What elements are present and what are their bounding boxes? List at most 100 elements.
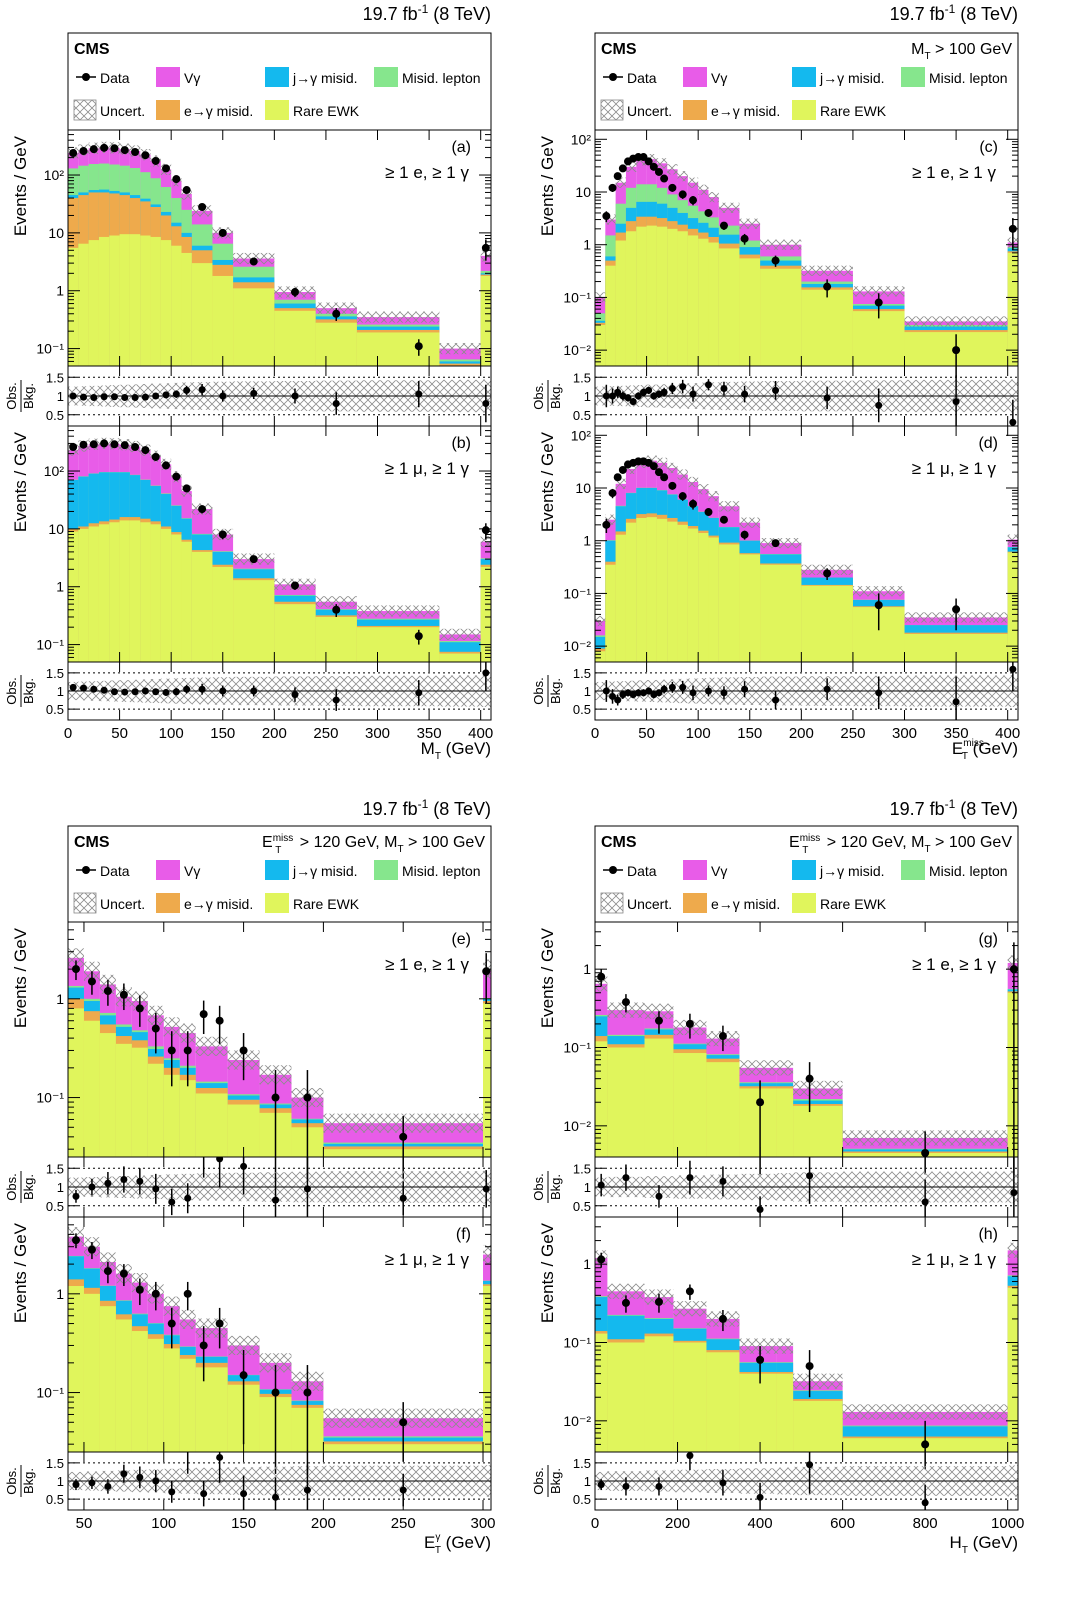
ratio-pad: 0.5 1 1.5 Obs. Bkg. <box>531 661 1019 721</box>
x-tick-label: 600 <box>830 1515 855 1532</box>
ratio-point <box>622 1482 630 1490</box>
uncert-band <box>776 1060 794 1076</box>
bar-rare <box>439 653 481 662</box>
data-point <box>608 183 617 192</box>
y-axis-label: Events / GeV <box>538 1222 557 1323</box>
lumi-label: 19.7 fb-1 (8 TeV) <box>890 2 1018 24</box>
data-point <box>952 605 961 614</box>
uncert-band <box>708 491 719 502</box>
ratio-point <box>655 1482 663 1490</box>
ratio-point <box>622 1174 630 1182</box>
ratio-point <box>90 394 98 401</box>
panel-f: 10⁻¹ 1 Events / GeV (f) ≥ 1 μ, ≥ 1 γ 0.5 1 1.5 O… <box>4 1216 492 1511</box>
data-point <box>874 601 883 610</box>
ratio-point <box>741 685 749 693</box>
ratio-point <box>79 684 87 692</box>
uncert-band <box>718 501 740 512</box>
bar-rare <box>212 275 234 366</box>
uncert-band <box>739 1060 777 1076</box>
ratio-tick-label: 1 <box>57 1180 64 1195</box>
uncert-band <box>904 316 1008 327</box>
lumi-label: 19.7 fb-1 (8 TeV) <box>363 797 491 819</box>
ratio-point <box>152 1477 160 1485</box>
y-tick-label: 10⁻² <box>563 638 591 654</box>
x-axis-label: Eγ T (GeV) <box>424 1532 491 1556</box>
ratio-point <box>645 687 653 695</box>
y-tick-label: 1 <box>583 1256 591 1272</box>
uncert-band <box>315 596 357 608</box>
data-point <box>110 144 119 153</box>
uncert-band <box>439 628 481 641</box>
legend-jgamma-swatch <box>265 860 289 880</box>
bar-rare <box>83 1020 100 1157</box>
ratio-point <box>720 385 728 392</box>
legend-egamma-label: e→γ misid. <box>711 896 780 912</box>
data-point <box>678 492 687 501</box>
data-point <box>120 441 129 450</box>
ratio-tick-label: 0.5 <box>46 1492 64 1507</box>
ratio-point <box>250 687 258 695</box>
bar-rare <box>615 534 626 662</box>
ratio-label-top: Obs. <box>531 1173 546 1200</box>
bar-rare <box>129 520 141 662</box>
data-point <box>172 472 181 481</box>
data-point <box>644 157 653 166</box>
ratio-point <box>415 390 423 398</box>
uncert-band <box>195 1036 228 1056</box>
y-tick-label: 10² <box>571 427 592 443</box>
ratio-point <box>415 689 423 697</box>
bar-rare <box>115 1319 132 1452</box>
ratio-label-bottom: Bkg. <box>21 383 36 409</box>
bar-rare <box>607 1342 645 1452</box>
ratio-point <box>806 1461 814 1469</box>
bar-rare <box>160 240 172 366</box>
data-point <box>482 967 491 976</box>
uncert-band <box>356 311 440 323</box>
legend-lepton-label: Misid. lepton <box>402 863 481 879</box>
ratio-point <box>629 398 637 406</box>
channel-label: ≥ 1 e, ≥ 1 γ <box>912 955 996 974</box>
x-tick-label: 100 <box>151 1515 176 1532</box>
ratio-point <box>216 1453 224 1461</box>
ratio-label-bottom: Bkg. <box>21 1174 36 1200</box>
bar-rare <box>483 1286 491 1452</box>
ratio-point <box>104 1482 112 1490</box>
data-point <box>215 1016 224 1025</box>
x-axis-label: HT (GeV) <box>950 1533 1018 1556</box>
y-tick-label: 1 <box>56 1286 64 1302</box>
legend-rare-swatch <box>792 893 816 913</box>
y-tick-label: 10² <box>571 131 592 147</box>
ratio-point <box>624 394 632 402</box>
legend-jgamma-label: j→γ misid. <box>819 863 885 879</box>
bar-rare <box>99 1306 116 1452</box>
bar-rare <box>150 236 161 366</box>
ratio-tick-label: 1 <box>584 1474 591 1489</box>
cut-label: Emiss T > 120 GeV, MT > 100 GeV <box>262 833 485 856</box>
uncert-band <box>1007 534 1018 545</box>
data-point <box>602 212 611 221</box>
chart-1: 19.7 fb-1 (8 TeV) CMS MT > 100 GeV Data Vγ j→… <box>531 2 1020 762</box>
uncert-band <box>852 586 905 597</box>
ratio-point <box>704 687 712 695</box>
lumi-label: 19.7 fb-1 (8 TeV) <box>890 797 1018 819</box>
uncert-band <box>687 476 699 488</box>
x-tick-label: 400 <box>748 1515 773 1532</box>
lumi-unit-exponent: -1 <box>418 2 429 16</box>
y-tick-label: 10⁻¹ <box>563 1334 591 1350</box>
data-point <box>135 1285 144 1294</box>
bar-rare <box>99 1033 116 1157</box>
ratio-point <box>1009 418 1017 426</box>
data-point <box>218 228 227 237</box>
data-point <box>239 1046 248 1055</box>
uncert-band <box>656 457 668 468</box>
legend-data-label: Data <box>627 70 657 86</box>
ratio-point <box>72 1481 80 1489</box>
data-point <box>89 145 98 154</box>
lumi-energy: (8 TeV) <box>955 799 1018 819</box>
ratio-point <box>198 386 206 394</box>
ratio-label-top: Obs. <box>531 677 546 704</box>
data-point <box>654 468 663 477</box>
data-point <box>119 990 128 999</box>
bar-rare <box>78 243 89 366</box>
stack-area <box>595 154 1018 366</box>
